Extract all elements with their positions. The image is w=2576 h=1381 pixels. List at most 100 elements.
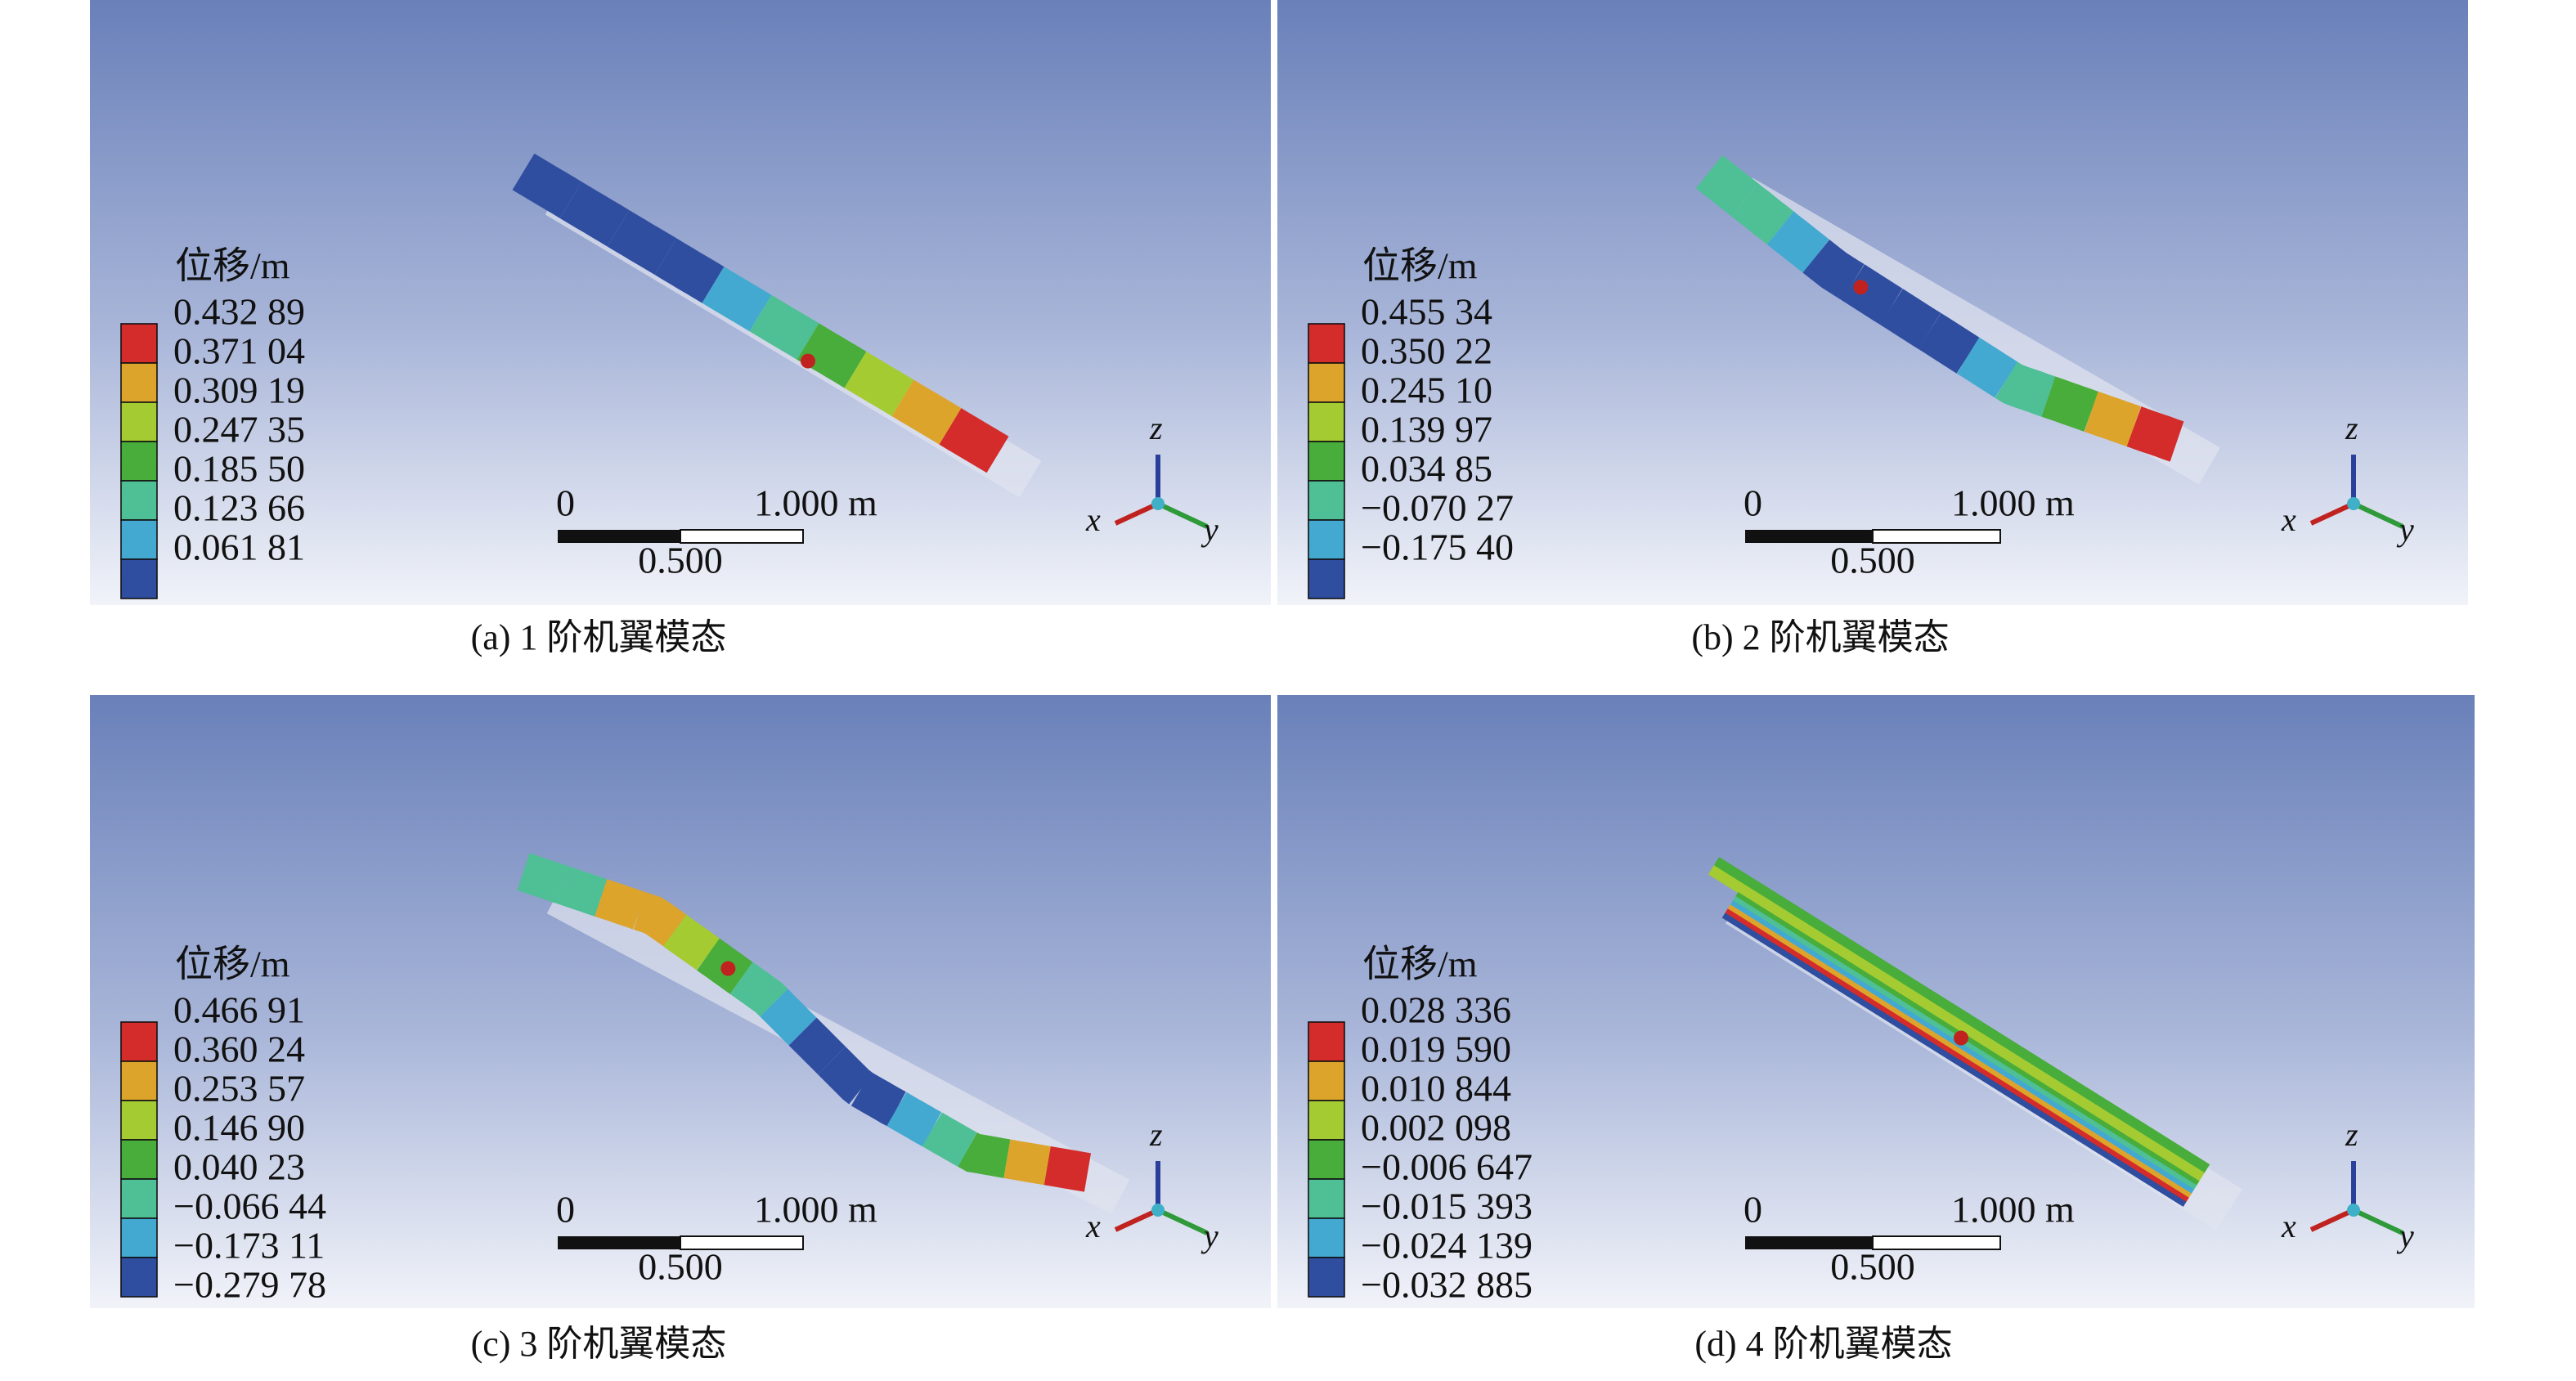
axis-y-label: y: [2396, 511, 2414, 548]
legend-swatch: [120, 362, 158, 403]
wing-segment: [633, 892, 687, 947]
wing-segment: [1766, 211, 1829, 273]
wing-segment: [797, 323, 867, 388]
scale-end: 1.000 m: [754, 1189, 877, 1231]
legend-swatch: [120, 1060, 158, 1101]
axis-z-label: z: [2345, 1116, 2358, 1153]
legend-label: −0.175 40: [1361, 527, 1514, 568]
axis-x-label: x: [1085, 501, 1101, 538]
wing-segment: [891, 379, 962, 445]
axis-x-label: x: [1085, 1208, 1101, 1244]
legend-label: 0.040 23: [173, 1146, 305, 1188]
wing-segment: [850, 1071, 906, 1127]
legend-swatch: [1308, 1139, 1345, 1180]
legend-label: −0.024 139: [1361, 1225, 1533, 1267]
caption: (b) 2 阶机翼模态: [1691, 617, 1949, 657]
wing-segment: [939, 408, 1009, 473]
legend-label: −0.066 44: [173, 1186, 326, 1227]
scale-end: 1.000 m: [1951, 1189, 2075, 1231]
wing-segment: [760, 989, 817, 1046]
axis-x-label: x: [2281, 1208, 2296, 1244]
legend-label: 0.010 844: [1361, 1068, 1511, 1110]
wing-segment: [2084, 391, 2141, 447]
wing-segment: [922, 1112, 977, 1168]
legend-label: 0.002 098: [1361, 1107, 1511, 1149]
legend-swatch: [120, 519, 158, 560]
legend-label: −0.032 885: [1361, 1264, 1533, 1306]
axis-z-label: z: [1149, 1116, 1163, 1153]
axis-y-label: y: [2396, 1217, 2414, 1254]
legend-swatch: [1308, 401, 1345, 442]
axis-x-arrow: [1114, 501, 1160, 526]
panel: 位移/m0.466 910.360 240.253 570.146 900.04…: [90, 695, 1271, 1308]
legend-swatch: [1308, 1178, 1345, 1219]
wing-segment: [607, 209, 677, 276]
legend-label: 0.034 85: [1361, 448, 1492, 490]
caption: (d) 4 阶机翼模态: [1694, 1324, 1952, 1364]
wing-band: [1713, 861, 2208, 1174]
wing-segment: [749, 294, 819, 360]
scale-end: 1.000 m: [754, 482, 877, 524]
scale-mid: 0.500: [1830, 540, 1915, 581]
legend-label: 0.253 57: [173, 1068, 305, 1110]
scale-bar-white: [1872, 529, 2001, 544]
probe-point: [1853, 280, 1869, 295]
legend-swatch: [1308, 441, 1345, 482]
wing-segment: [555, 866, 608, 917]
wing-segment: [1956, 337, 2018, 398]
triad-origin: [2347, 497, 2360, 510]
caption: (c) 3 阶机翼模态: [471, 1324, 727, 1364]
wing-segment: [595, 879, 647, 930]
scale-bar-white: [680, 529, 804, 544]
scale-start: 0: [1744, 1189, 1762, 1231]
panel: 位移/m0.455 340.350 220.245 100.139 970.03…: [1277, 0, 2468, 605]
wing-segment: [886, 1092, 942, 1147]
wing-segment: [1695, 155, 1758, 217]
scale-bar-white: [1872, 1235, 2001, 1250]
legend-swatch: [120, 1257, 158, 1298]
wing-segment: [512, 153, 582, 218]
scale-bar-black: [558, 1236, 680, 1249]
scale-bar-black: [1745, 530, 1873, 543]
legend-swatch: [120, 1217, 158, 1258]
legend-title: 位移/m: [1362, 944, 1478, 985]
legend-swatch: [1308, 480, 1345, 521]
legend-label: −0.015 393: [1361, 1186, 1533, 1227]
legend-label: 0.028 336: [1361, 989, 1511, 1031]
legend-label: 0.247 35: [173, 409, 305, 451]
scale-start: 0: [556, 1189, 575, 1231]
legend-swatch: [120, 1021, 158, 1062]
axis-y-arrow: [1156, 1208, 1209, 1235]
scale-end: 1.000 m: [1951, 482, 2075, 524]
legend-swatch: [120, 1139, 158, 1180]
wing-band: [1730, 900, 2195, 1195]
panel: 位移/m0.432 890.371 040.309 190.247 350.18…: [90, 0, 1271, 605]
wing-segment: [958, 1132, 1011, 1178]
triad-origin: [1151, 1204, 1165, 1217]
scale-bar-white: [680, 1235, 804, 1250]
wing-segment: [1802, 239, 1865, 301]
wing-segment: [844, 351, 914, 417]
legend-label: 0.146 90: [173, 1107, 305, 1149]
legend-label: 0.466 91: [173, 989, 305, 1031]
triad-origin: [2347, 1204, 2360, 1217]
wing-segment: [729, 962, 788, 1017]
scale-mid: 0.500: [1830, 1246, 1915, 1288]
wing-segment: [1003, 1139, 1051, 1186]
legend-title: 位移/m: [1362, 245, 1478, 287]
probe-point: [801, 353, 815, 369]
viewport-background: [90, 0, 1271, 605]
caption: (a) 1 阶机翼模态: [471, 617, 727, 657]
scale-start: 0: [1744, 482, 1762, 524]
wing-segment: [662, 914, 720, 971]
legend-label: 0.019 590: [1361, 1029, 1511, 1070]
legend-title: 位移/m: [175, 245, 290, 287]
legend-swatch: [120, 323, 158, 364]
legend-label: 0.455 34: [1361, 291, 1492, 333]
wing-segment: [788, 1017, 846, 1074]
wing-band: [1716, 857, 2210, 1170]
legend-label: 0.350 22: [1361, 330, 1492, 372]
axis-z-label: z: [2345, 410, 2358, 446]
axis-x-arrow: [2309, 1208, 2355, 1232]
